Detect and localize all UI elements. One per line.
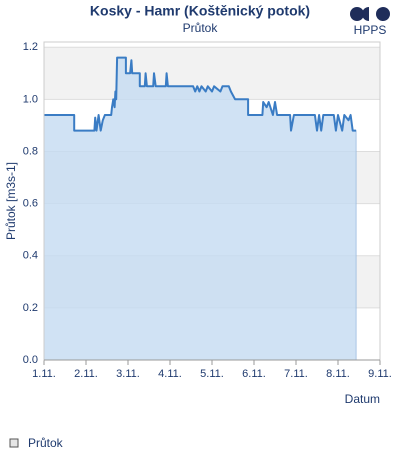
y-axis-label: Průtok [m3s-1] [4,162,18,240]
y-tick-label: 0.0 [23,354,38,366]
logo-shape [362,7,369,21]
y-tick-label: 0.6 [23,198,38,210]
x-tick-label: 4.11. [158,368,182,380]
y-tick-label: 0.2 [23,302,38,314]
y-tick-label: 1.2 [23,41,38,53]
x-tick-label: 2.11. [74,368,98,380]
x-tick-label: 6.11. [242,368,266,380]
x-axis-label: Datum [345,392,380,406]
chart-subtitle: Průtok [183,21,219,35]
y-tick-label: 0.4 [23,250,38,262]
x-tick-label: 7.11. [284,368,308,380]
x-tick-label: 9.11. [368,368,392,380]
logo-shape [376,7,390,21]
logo-shape [350,7,364,21]
x-tick-label: 8.11. [326,368,350,380]
logo-text: HPPS [354,23,387,37]
y-tick-label: 0.8 [23,145,38,157]
legend-swatch [9,438,19,448]
x-tick-label: 3.11. [116,368,140,380]
chart-title: Kosky - Hamr (Koštěnický potok) [90,3,310,19]
x-tick-label: 1.11. [32,368,56,380]
x-tick-label: 5.11. [200,368,224,380]
logo: HPPS [350,7,390,37]
y-tick-label: 1.0 [23,93,38,105]
series-line [44,56,357,132]
legend-label: Průtok [28,436,64,450]
